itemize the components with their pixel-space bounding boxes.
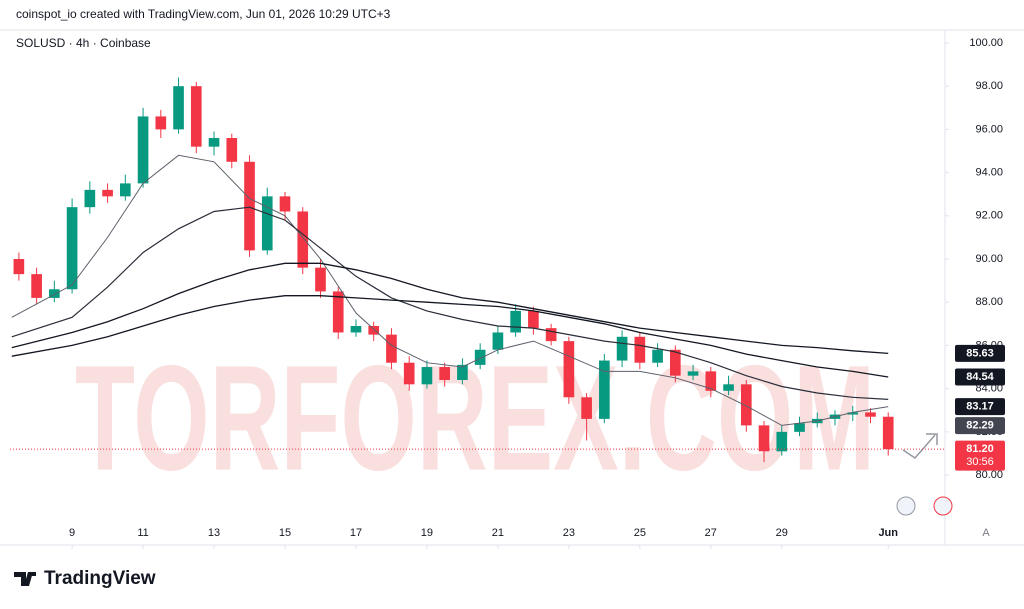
candle-body	[155, 116, 167, 130]
y-tick-label: 88.00	[975, 296, 1003, 308]
candle-body	[492, 332, 504, 350]
x-tick-label: 9	[69, 527, 75, 539]
candle-body	[705, 371, 717, 391]
candle-body	[137, 116, 149, 184]
x-tick-label: 11	[137, 527, 148, 539]
countdown: 30:56	[966, 456, 994, 468]
candle-body	[545, 328, 557, 342]
candle-body	[687, 371, 699, 376]
y-tick-label: 98.00	[975, 80, 1003, 92]
candle-body	[49, 289, 60, 298]
candle-body	[102, 189, 113, 197]
moving-average	[11, 262, 889, 355]
candle-body	[882, 416, 894, 450]
x-tick-label: 15	[279, 527, 291, 539]
candle-body	[421, 367, 433, 385]
price-tag-label: 84.54	[966, 371, 994, 383]
price-tag	[955, 417, 1005, 435]
x-tick-label: 29	[776, 527, 788, 539]
price-tag	[955, 398, 1005, 416]
y-tick-label: 84.00	[975, 383, 1003, 395]
candle-body	[368, 325, 380, 335]
candle-body	[634, 336, 646, 363]
candle-body	[297, 211, 309, 268]
candle-body	[581, 397, 592, 419]
events-icon[interactable]	[896, 496, 916, 516]
candle-body	[226, 138, 238, 162]
candle-body	[528, 310, 539, 329]
candle-body	[190, 86, 202, 147]
candle-body	[332, 291, 344, 333]
moving-average	[11, 295, 889, 378]
x-tick-label: 27	[705, 527, 717, 539]
x-tick-label: 21	[492, 527, 504, 539]
candle-body	[279, 196, 291, 212]
x-tick-label: 23	[563, 527, 575, 539]
y-tick-label: 90.00	[975, 253, 1003, 265]
x-tick-label: 17	[350, 527, 362, 539]
x-tick-label: 19	[421, 527, 433, 539]
price-tag-label: 85.63	[966, 347, 994, 359]
y-tick-label: 80.00	[975, 469, 1003, 481]
y-tick-label: 96.00	[975, 123, 1003, 135]
brand-logo	[14, 572, 36, 586]
candle-body	[758, 425, 770, 452]
candle-body	[439, 367, 450, 380]
y-tick-label: 94.00	[975, 166, 1003, 178]
moving-average	[11, 154, 889, 426]
price-tag-label: 83.17	[966, 400, 994, 412]
candle-body	[652, 349, 663, 363]
candle-body	[350, 325, 362, 333]
candle-body	[474, 349, 486, 365]
brand: TradingView	[44, 568, 156, 589]
candle-body	[403, 362, 415, 385]
candle-body	[616, 336, 628, 361]
candle-body	[847, 412, 859, 415]
price-tag-label: 81.20	[966, 443, 994, 455]
price-tag	[955, 344, 1005, 362]
moving-average	[11, 206, 889, 400]
candle-body	[66, 207, 78, 290]
candle-body	[740, 384, 752, 426]
candle-body	[563, 341, 575, 398]
candle-body	[173, 86, 184, 130]
events-icon[interactable]	[933, 496, 953, 516]
candle-body	[261, 196, 273, 251]
credit: coinspot_io created with TradingView.com…	[16, 7, 391, 21]
candle-body	[865, 412, 876, 417]
auto-scale-button[interactable]: A	[982, 527, 990, 539]
candle-body	[386, 334, 397, 363]
candle-body	[776, 431, 788, 452]
candle-body	[670, 349, 681, 376]
candle-body	[794, 423, 805, 432]
x-tick-label: 25	[634, 527, 646, 539]
x-tick-label: 13	[208, 527, 220, 539]
candle-body	[510, 310, 521, 333]
candle-body	[457, 364, 468, 380]
candle-body	[84, 189, 96, 208]
y-tick-label: 92.00	[975, 210, 1003, 222]
price-tag	[955, 440, 1005, 471]
price-tag-label: 82.29	[966, 419, 994, 431]
candle-body	[315, 267, 326, 292]
forecast-icon[interactable]	[902, 433, 938, 459]
candle-body	[599, 360, 610, 419]
candle-body	[31, 274, 42, 298]
candle-body	[208, 138, 220, 147]
chart-title: SOLUSD · 4h · Coinbase	[16, 36, 151, 50]
y-tick-label: 100.00	[969, 37, 1003, 49]
price-tag	[955, 368, 1005, 386]
candle-body	[13, 259, 25, 275]
x-tick-label: Jun	[878, 527, 898, 539]
candle-body	[244, 161, 255, 251]
candle-body	[120, 183, 131, 197]
candle-body	[723, 384, 734, 391]
